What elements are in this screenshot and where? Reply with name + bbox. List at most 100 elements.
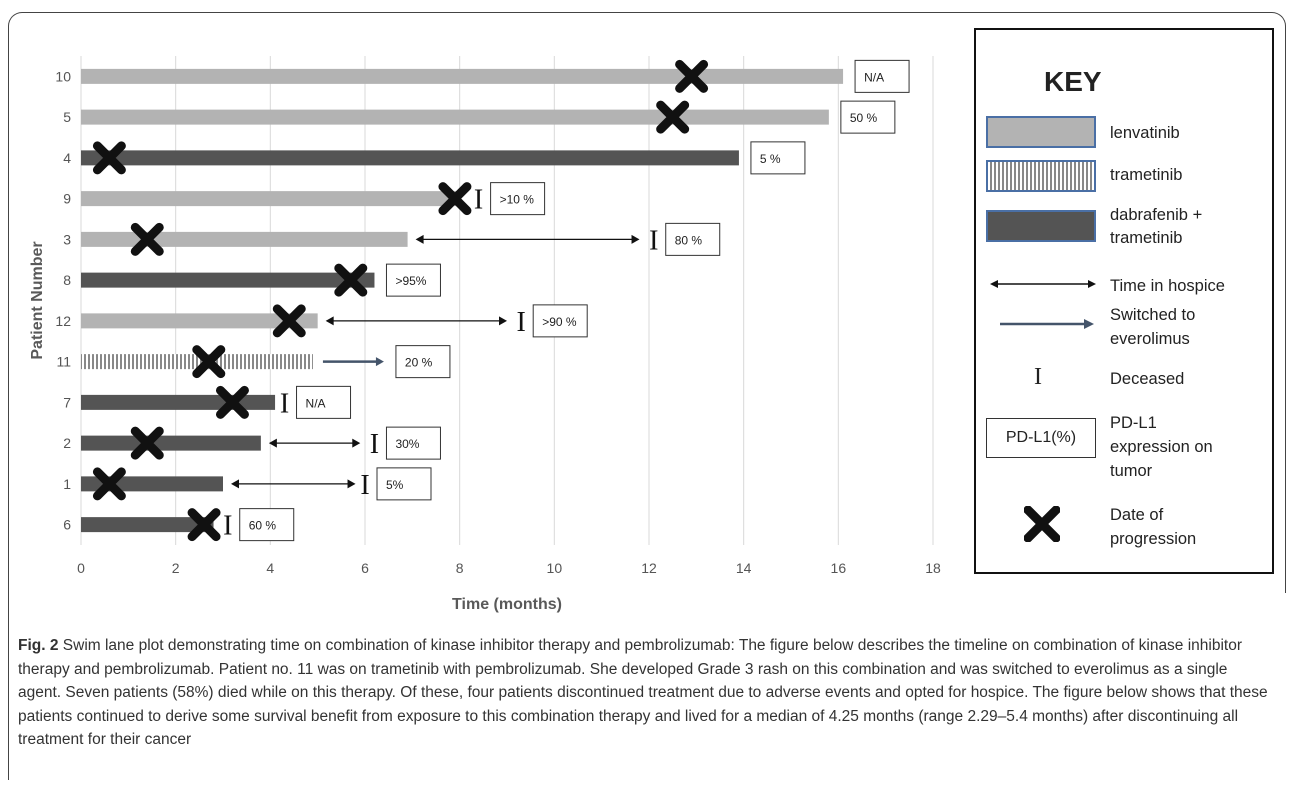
- progression-marker: [192, 345, 226, 379]
- y-tick-label: 5: [63, 109, 71, 125]
- pdl1-value: 30%: [395, 437, 419, 451]
- pdl1-value: >10 %: [500, 193, 535, 207]
- hospice-arrowhead-left: [231, 479, 239, 489]
- deceased-marker: I: [223, 511, 232, 542]
- trametinib-swatch: [986, 160, 1096, 192]
- y-tick-label: 1: [63, 476, 71, 492]
- pdl1-box: [239, 508, 295, 542]
- progression-marker: [92, 467, 126, 501]
- bar-11: [81, 354, 313, 370]
- deceased-marker: I: [474, 185, 483, 216]
- pdl1-box: [490, 182, 546, 216]
- figure-frame: [8, 12, 1286, 593]
- x-axis-title: Time (months): [452, 596, 562, 613]
- x-tick-label: 12: [641, 560, 657, 576]
- x-tick-label: 0: [77, 560, 85, 576]
- deceased-marker: I: [370, 429, 379, 460]
- x-tick-label: 4: [266, 560, 274, 576]
- bar-4: [81, 150, 739, 166]
- chart-key: KEY lenvatinib trametinib dabrafenib + t…: [974, 28, 1274, 574]
- progression-marker: [438, 182, 472, 216]
- deceased-marker: I: [649, 225, 658, 256]
- pdl1-box: [750, 141, 806, 175]
- switched-label-2: everolimus: [1110, 330, 1190, 348]
- pdl1-value: N/A: [306, 396, 326, 410]
- pdl1-value: 5%: [386, 478, 404, 492]
- progression-marker: [130, 222, 164, 256]
- pdl1-value: 60 %: [249, 519, 277, 533]
- y-tick-label: 3: [63, 231, 71, 247]
- y-tick-label: 2: [63, 435, 71, 451]
- switch-arrowhead: [375, 357, 384, 367]
- pdl1-box: [385, 426, 441, 460]
- hospice-arrowhead-right: [499, 316, 507, 326]
- x-tick-label: 2: [172, 560, 180, 576]
- lenvatinib-swatch: [986, 116, 1096, 148]
- bar-7: [81, 394, 276, 410]
- x-tick-label: 10: [547, 560, 563, 576]
- bar-5: [81, 109, 829, 125]
- pdl1-label-2: expression on: [1110, 438, 1213, 456]
- x-tick-label: 18: [925, 560, 941, 576]
- hospice-arrowhead-left: [325, 316, 334, 326]
- x-tick-label: 6: [361, 560, 369, 576]
- caption-label: Fig. 2: [18, 637, 59, 654]
- progression-marker: [334, 263, 368, 297]
- pdl1-box: [840, 100, 896, 134]
- progression-label-1: Date of: [1110, 506, 1164, 524]
- bar-10: [81, 68, 844, 84]
- hospice-arrowhead-left: [415, 234, 424, 244]
- pdl1-box: [296, 385, 352, 419]
- bar-9: [81, 191, 460, 207]
- pdl1-label-1: PD-L1: [1110, 414, 1157, 432]
- hospice-arrowhead-right: [347, 479, 356, 489]
- progression-marker: [130, 426, 164, 460]
- progression-marker: [272, 304, 306, 338]
- pdl1-value: 80 %: [675, 233, 703, 247]
- pdl1-box: [854, 59, 910, 93]
- pdl1-value: N/A: [864, 70, 884, 84]
- progression-marker: [675, 59, 709, 93]
- trametinib-label: trametinib: [1110, 166, 1183, 184]
- bar-8: [81, 272, 375, 288]
- pdl1-box: [376, 467, 432, 501]
- hospice-arrowhead-right: [352, 438, 361, 448]
- bar-6: [81, 517, 214, 533]
- progression-x-icon: [1024, 506, 1060, 542]
- y-axis-title: Patient Number: [29, 241, 46, 359]
- deceased-icon: I: [1034, 364, 1042, 390]
- deceased-marker: I: [280, 388, 289, 419]
- y-tick-label: 7: [63, 394, 71, 410]
- progression-marker: [656, 100, 690, 134]
- caption-text: Swim lane plot demonstrating time on com…: [18, 637, 1268, 748]
- deceased-marker: I: [360, 470, 369, 501]
- pdl1-value: 20 %: [405, 356, 433, 370]
- progression-marker: [92, 141, 126, 175]
- progression-marker: [215, 385, 249, 419]
- x-tick-label: 8: [456, 560, 464, 576]
- bar-2: [81, 435, 261, 451]
- y-tick-label: 4: [63, 150, 71, 166]
- pdl1-box: [532, 304, 588, 338]
- hospice-arrow-icon: [990, 280, 1096, 288]
- pdl1-box: [395, 345, 451, 379]
- pdl1-value: >90 %: [542, 315, 577, 329]
- y-tick-label: 11: [56, 354, 71, 370]
- pdl1-value: >95%: [395, 274, 426, 288]
- hospice-arrowhead-left: [268, 438, 277, 448]
- progression-marker: [187, 508, 221, 542]
- switched-label-1: Switched to: [1110, 306, 1196, 324]
- figure-caption: Fig. 2 Swim lane plot demonstrating time…: [18, 634, 1268, 752]
- bar-3: [81, 231, 408, 247]
- caption-rule: [8, 590, 9, 780]
- dabrafenib-trametinib-swatch: [986, 210, 1096, 242]
- progression-label-2: progression: [1110, 530, 1197, 548]
- pdl1-label-3: tumor: [1110, 462, 1153, 480]
- dabrafenib-label-1: dabrafenib +: [1110, 206, 1203, 224]
- hospice-arrowhead-right: [631, 234, 640, 244]
- lenvatinib-label: lenvatinib: [1110, 124, 1180, 142]
- pdl1-box: [385, 263, 441, 297]
- bar-12: [81, 313, 318, 329]
- deceased-marker: I: [517, 307, 526, 338]
